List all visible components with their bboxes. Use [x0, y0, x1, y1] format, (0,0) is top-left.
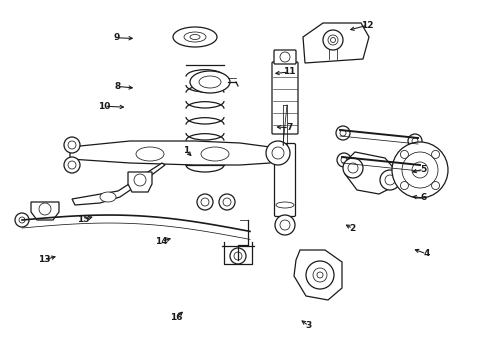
- Ellipse shape: [199, 76, 221, 88]
- Polygon shape: [345, 152, 397, 194]
- Circle shape: [68, 161, 76, 169]
- Circle shape: [385, 175, 395, 185]
- Circle shape: [330, 37, 336, 42]
- Text: 7: 7: [286, 123, 293, 132]
- Text: 16: 16: [170, 313, 183, 322]
- Circle shape: [280, 220, 290, 230]
- Polygon shape: [128, 172, 152, 192]
- Circle shape: [272, 147, 284, 159]
- Text: 12: 12: [361, 21, 374, 30]
- Circle shape: [266, 141, 290, 165]
- Text: 2: 2: [350, 224, 356, 233]
- Circle shape: [337, 153, 351, 167]
- Circle shape: [415, 165, 421, 171]
- Ellipse shape: [219, 194, 235, 210]
- Ellipse shape: [190, 71, 230, 93]
- FancyBboxPatch shape: [272, 62, 298, 134]
- FancyBboxPatch shape: [274, 144, 295, 216]
- Polygon shape: [303, 23, 369, 63]
- Circle shape: [432, 181, 440, 190]
- Circle shape: [134, 174, 146, 186]
- Ellipse shape: [201, 147, 229, 161]
- Circle shape: [275, 215, 295, 235]
- Text: 1: 1: [183, 146, 189, 155]
- Circle shape: [411, 161, 425, 175]
- Polygon shape: [70, 141, 280, 165]
- Ellipse shape: [190, 35, 200, 40]
- Ellipse shape: [173, 27, 217, 47]
- Circle shape: [230, 248, 246, 264]
- Ellipse shape: [276, 202, 294, 208]
- Circle shape: [392, 142, 448, 198]
- Circle shape: [19, 217, 25, 223]
- Text: 14: 14: [155, 237, 168, 246]
- Circle shape: [402, 152, 438, 188]
- Text: 10: 10: [98, 102, 111, 111]
- Text: 15: 15: [77, 215, 90, 224]
- Circle shape: [343, 158, 363, 178]
- Polygon shape: [72, 163, 165, 205]
- Text: 13: 13: [38, 256, 50, 264]
- Circle shape: [280, 52, 290, 62]
- Circle shape: [15, 213, 29, 227]
- Text: 4: 4: [423, 249, 430, 258]
- Circle shape: [336, 126, 350, 140]
- Circle shape: [39, 203, 51, 215]
- Ellipse shape: [136, 147, 164, 161]
- Polygon shape: [294, 250, 342, 300]
- Text: 9: 9: [113, 33, 120, 42]
- Circle shape: [408, 134, 422, 148]
- Ellipse shape: [184, 32, 206, 42]
- Circle shape: [64, 137, 80, 153]
- Circle shape: [306, 261, 334, 289]
- Circle shape: [400, 181, 409, 190]
- Circle shape: [234, 252, 242, 260]
- Text: 3: 3: [306, 321, 312, 330]
- Circle shape: [68, 141, 76, 149]
- Circle shape: [348, 163, 358, 173]
- Text: 5: 5: [421, 165, 427, 174]
- Circle shape: [432, 150, 440, 158]
- Circle shape: [340, 130, 346, 136]
- Text: 6: 6: [421, 194, 427, 202]
- Circle shape: [317, 272, 323, 278]
- Text: 11: 11: [283, 68, 295, 77]
- Ellipse shape: [223, 198, 231, 206]
- Circle shape: [328, 35, 338, 45]
- Polygon shape: [31, 202, 59, 220]
- Ellipse shape: [201, 198, 209, 206]
- Circle shape: [323, 30, 343, 50]
- FancyBboxPatch shape: [274, 50, 296, 64]
- Ellipse shape: [100, 192, 116, 202]
- Circle shape: [313, 268, 327, 282]
- Text: 8: 8: [115, 82, 121, 91]
- Circle shape: [400, 150, 409, 158]
- Circle shape: [412, 162, 428, 178]
- Ellipse shape: [197, 194, 213, 210]
- Circle shape: [412, 138, 418, 144]
- Circle shape: [64, 157, 80, 173]
- Circle shape: [380, 170, 400, 190]
- Circle shape: [341, 157, 347, 163]
